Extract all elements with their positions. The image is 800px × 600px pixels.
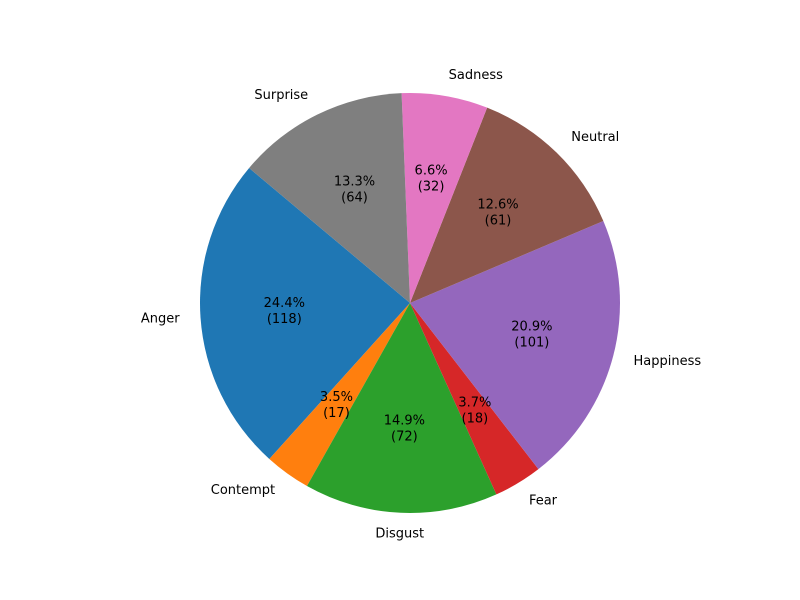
- pie-slice-happiness: [410, 221, 621, 470]
- slices-layer: [199, 92, 621, 513]
- pie-slice-sadness: [401, 92, 488, 303]
- slice-percent-happiness: 20.9%: [511, 319, 552, 334]
- pie-slice-contempt: [269, 303, 410, 486]
- slice-percent-surprise: 13.3%: [334, 174, 375, 189]
- labels-layer: Anger 24.4%(118) Contempt 3.5%(17) Disgust 14…: [141, 68, 702, 542]
- slice-label-anger: Anger: [141, 312, 180, 327]
- pie-slice-neutral: [410, 107, 604, 303]
- slice-percent-disgust: 14.9%: [384, 413, 425, 428]
- slice-label-contempt: Contempt: [211, 483, 275, 498]
- slice-count-sadness: (32): [418, 179, 445, 194]
- slice-label-surprise: Surprise: [254, 88, 308, 103]
- slice-percent-sadness: 6.6%: [415, 163, 448, 178]
- slice-count-disgust: (72): [391, 429, 418, 444]
- pie-slice-surprise: [249, 93, 410, 303]
- slice-count-contempt: (17): [323, 406, 350, 421]
- slice-percent-contempt: 3.5%: [320, 390, 353, 405]
- pie-slice-fear: [410, 303, 539, 495]
- slice-count-happiness: (101): [514, 335, 549, 350]
- slice-label-neutral: Neutral: [571, 130, 619, 145]
- slice-percent-anger: 24.4%: [264, 296, 305, 311]
- slice-count-fear: (18): [462, 412, 489, 427]
- slice-count-surprise: (64): [341, 190, 368, 205]
- slice-count-anger: (118): [267, 312, 302, 327]
- slice-label-disgust: Disgust: [375, 526, 424, 541]
- slice-percent-fear: 3.7%: [458, 396, 491, 411]
- slice-label-sadness: Sadness: [449, 68, 503, 83]
- slice-label-happiness: Happiness: [633, 354, 701, 369]
- slice-count-neutral: (61): [485, 213, 512, 228]
- pie-slice-anger: [199, 168, 410, 459]
- pie-slice-disgust: [306, 303, 497, 513]
- slice-percent-neutral: 12.6%: [477, 197, 518, 212]
- slice-label-fear: Fear: [529, 494, 558, 509]
